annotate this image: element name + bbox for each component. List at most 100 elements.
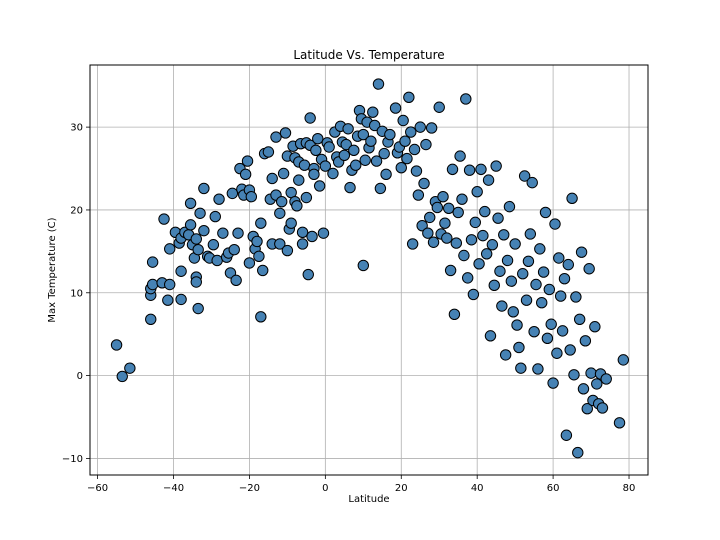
data-point xyxy=(372,78,385,90)
y-axis-label: Max Temperature (C) xyxy=(47,217,58,322)
axis-ticks: −60 −40 −20 0 20 40 60 80 −10 0 10 20 30 xyxy=(62,123,635,494)
data-point xyxy=(496,300,508,312)
data-point xyxy=(298,159,311,171)
data-point xyxy=(486,239,499,251)
data-point xyxy=(460,93,472,105)
data-point xyxy=(251,235,263,248)
data-point xyxy=(184,197,197,210)
data-point xyxy=(572,446,584,459)
data-point xyxy=(437,190,449,203)
data-point xyxy=(224,267,237,279)
data-point xyxy=(243,257,256,269)
data-point xyxy=(274,207,286,219)
data-point xyxy=(302,268,314,281)
y-tick-label: 30 xyxy=(70,123,83,134)
data-point xyxy=(492,212,504,224)
data-point xyxy=(198,224,210,237)
data-point xyxy=(213,193,225,205)
data-point xyxy=(520,294,533,306)
data-point xyxy=(479,205,491,218)
data-point xyxy=(583,263,595,275)
data-point xyxy=(110,339,123,351)
data-point xyxy=(573,313,586,325)
data-point xyxy=(537,266,550,278)
data-point xyxy=(454,150,466,162)
data-point xyxy=(547,377,559,389)
data-point xyxy=(374,182,387,195)
data-point xyxy=(536,297,548,309)
data-point xyxy=(245,190,258,203)
data-point xyxy=(570,291,582,303)
data-point xyxy=(308,168,320,181)
data-point xyxy=(365,135,377,147)
data-point xyxy=(306,230,318,243)
data-point xyxy=(469,216,481,229)
data-point xyxy=(162,294,174,306)
data-point xyxy=(564,344,576,356)
data-point xyxy=(217,227,229,239)
data-point xyxy=(539,206,552,219)
data-point xyxy=(368,119,381,132)
data-point xyxy=(477,229,489,242)
data-point xyxy=(304,112,316,124)
data-point xyxy=(367,106,379,118)
data-point xyxy=(327,167,339,180)
data-point xyxy=(494,265,506,277)
data-point xyxy=(484,330,497,342)
data-point xyxy=(534,243,546,255)
data-point xyxy=(420,138,432,151)
data-point xyxy=(359,154,371,166)
data-point xyxy=(281,244,294,257)
data-point xyxy=(403,91,415,104)
data-point xyxy=(241,155,254,167)
data-point xyxy=(509,238,521,250)
data-point xyxy=(116,370,128,383)
data-point xyxy=(427,236,440,248)
data-point xyxy=(357,259,370,272)
data-point xyxy=(266,172,278,185)
data-point xyxy=(450,237,463,249)
data-point xyxy=(473,258,485,270)
data-point xyxy=(558,272,571,285)
data-point xyxy=(192,302,204,315)
data-point xyxy=(545,318,557,330)
plot-frame xyxy=(89,64,649,476)
data-point xyxy=(277,167,290,180)
data-point xyxy=(370,155,383,167)
data-point xyxy=(526,176,538,189)
data-point xyxy=(503,200,516,213)
data-points xyxy=(110,78,630,459)
x-tick-label: 60 xyxy=(547,483,560,494)
data-point xyxy=(380,168,392,181)
data-point xyxy=(532,363,544,375)
data-point xyxy=(528,326,540,338)
data-point xyxy=(499,349,512,361)
data-point xyxy=(456,193,468,205)
data-point xyxy=(340,138,352,151)
data-point xyxy=(498,229,510,241)
data-point xyxy=(405,126,417,138)
data-point xyxy=(560,429,573,441)
data-point xyxy=(443,202,455,214)
data-point xyxy=(357,128,370,141)
data-point xyxy=(192,244,204,256)
data-point xyxy=(581,403,593,415)
data-point xyxy=(530,278,542,291)
data-point xyxy=(556,325,569,337)
data-point xyxy=(164,243,176,255)
data-point xyxy=(577,383,590,395)
data-point xyxy=(425,122,438,134)
y-tick-label: 10 xyxy=(70,288,83,299)
data-point xyxy=(579,335,592,347)
data-point xyxy=(338,149,351,161)
data-point xyxy=(319,160,332,172)
data-point xyxy=(617,354,630,366)
data-point xyxy=(480,248,493,260)
data-point xyxy=(511,319,523,331)
data-point xyxy=(517,268,529,280)
data-point xyxy=(378,147,390,160)
data-point xyxy=(566,192,578,205)
data-point xyxy=(312,133,324,145)
data-point xyxy=(146,278,159,291)
data-point xyxy=(522,255,535,268)
